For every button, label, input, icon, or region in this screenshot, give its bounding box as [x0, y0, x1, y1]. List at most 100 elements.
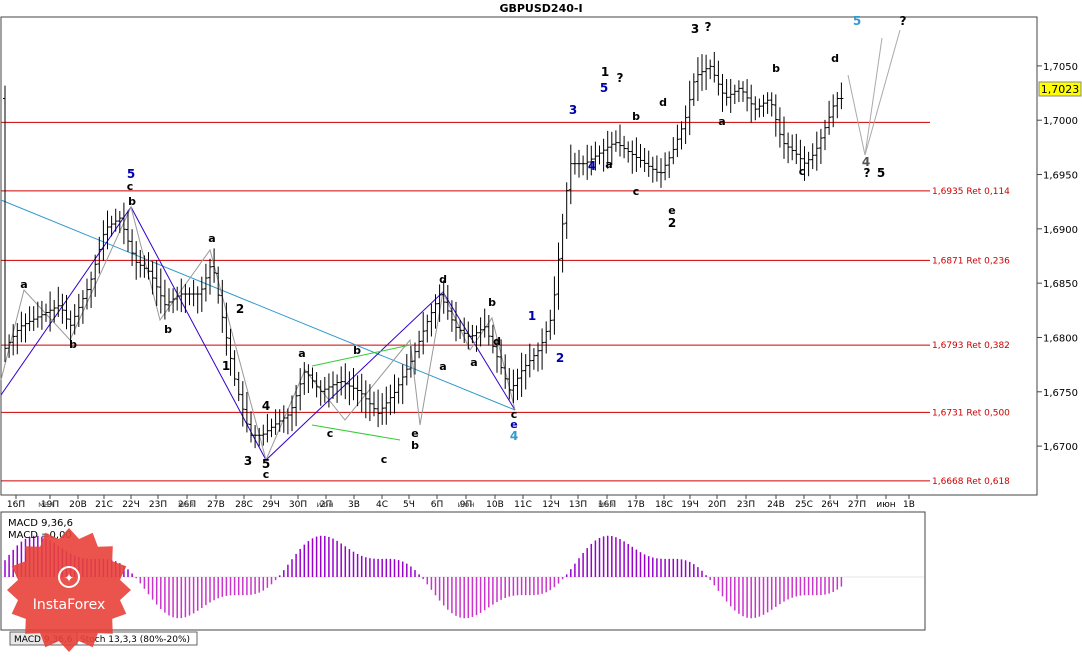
price-tick-label: 1,6900 [1043, 225, 1078, 236]
price-tick-label: 1,6800 [1043, 333, 1078, 344]
time-tick-label: 10В [486, 500, 504, 510]
wave-label: 4 [588, 159, 596, 173]
wave-label: 4 [862, 155, 870, 169]
fib-label: 1,6668 Ret 0,618 [932, 477, 1010, 487]
month-label: мая [598, 500, 614, 509]
wave-label: ? [900, 14, 907, 28]
svg-text:✦: ✦ [64, 571, 74, 585]
wave-label: 3 [691, 22, 699, 36]
time-tick-label: 27В [207, 500, 225, 510]
fib-label: 1,6935 Ret 0,114 [932, 187, 1010, 197]
projection-line-2 [864, 29, 901, 156]
wave-label: b [128, 195, 136, 208]
fib-label: 1,6731 Ret 0,500 [932, 408, 1010, 418]
price-tick-label: 1,6700 [1043, 442, 1078, 453]
time-tick-label: 26П [178, 500, 196, 510]
wave-label: b [632, 110, 640, 123]
time-tick-label: 12Ч [542, 500, 560, 510]
wave-label: 4 [262, 399, 270, 413]
price-tick-label: 1,6850 [1043, 279, 1078, 290]
wave-label: 4 [510, 429, 518, 443]
time-axis: 16П 19П 20В 21С 22Ч 23П 26П 27В 28С 29Ч 30П 2П 3В 4С 5… [1, 494, 1037, 510]
time-tick-label: 24В [767, 500, 785, 510]
wave-label: a [470, 356, 477, 369]
wave-label: b [411, 439, 419, 452]
time-tick-label: 2П [320, 500, 333, 510]
wave-label: d [831, 52, 839, 65]
wave-label: c [381, 453, 388, 466]
trend-line [0, 199, 516, 411]
wave-label: b [353, 344, 361, 357]
month-label: мая [38, 500, 54, 509]
channel-line-bottom [311, 424, 401, 441]
chart-title: GBPUSD240-I [499, 2, 582, 15]
wave-label: 5 [877, 166, 885, 180]
time-tick-label: 19Ч [681, 500, 699, 510]
wave-label: 5 [127, 167, 135, 181]
wave-label: e [510, 418, 517, 431]
wave-label: 5 [262, 457, 270, 471]
time-tick-label: 16П [7, 500, 25, 510]
wave-label: 3 [244, 454, 252, 468]
wave-label: c [327, 427, 334, 440]
wave-label: d [659, 96, 667, 109]
macd-panel-frame [0, 511, 926, 631]
wave-label: a [208, 232, 215, 245]
time-tick-label: 6П [431, 500, 444, 510]
time-tick-label: 19П [41, 500, 59, 510]
time-tick-label: 20В [69, 500, 87, 510]
wave-label: c [127, 180, 134, 193]
time-tick-label: 18С [655, 500, 673, 510]
wave-label: a [20, 278, 27, 291]
time-tick-label: 17В [627, 500, 645, 510]
wave-label: 1 [528, 309, 536, 323]
logo-text: InstaForex [33, 597, 106, 613]
wave-label: ? [617, 71, 624, 85]
wave-label: 2 [236, 302, 244, 316]
wave-label: e [411, 427, 418, 440]
time-tick-label: июн [876, 500, 895, 510]
wave-label: 3 [569, 103, 577, 117]
fib-label: 1,6793 Ret 0,382 [932, 341, 1010, 351]
time-tick-label: 29Ч [262, 500, 280, 510]
wave-label: a [718, 115, 725, 128]
time-tick-label: 26Ч [821, 500, 839, 510]
month-label: июн [457, 500, 474, 509]
instaforex-logo: ✦ InstaForex [7, 528, 131, 652]
time-tick-label: 20П [708, 500, 726, 510]
tab-stoch-label: Stoch 13,3,3 (80%-20%) [80, 635, 190, 645]
wave-label: b [69, 338, 77, 351]
time-tick-label: 27П [848, 500, 866, 510]
wave-label: b [488, 296, 496, 309]
wave-label: c [263, 468, 270, 481]
wave-label: 2 [556, 351, 564, 365]
wave-label: d [493, 335, 501, 348]
time-tick-label: 4С [376, 500, 388, 510]
price-tick-label: 1,6750 [1043, 388, 1078, 399]
price-tick-label: 1,6950 [1043, 171, 1078, 182]
wave-label: d [439, 273, 447, 286]
candles [3, 51, 844, 449]
wave-label: 1 [222, 359, 230, 373]
time-tick-label: 21С [95, 500, 113, 510]
price-tick-label: 1,7050 [1043, 62, 1078, 73]
price-tick-label: 1,7000 [1043, 116, 1078, 127]
wave-label: a [605, 158, 612, 171]
time-tick-label: 16П [598, 500, 616, 510]
fib-label: 1,6871 Ret 0,236 [932, 256, 1010, 266]
wave-label: b [164, 323, 172, 336]
wave-label: ? [705, 20, 712, 34]
fib-levels: 1,6935 Ret 0,114 1,6871 Ret 0,236 1,6793 R… [1, 121, 1010, 487]
wave-label: 1 [601, 65, 609, 79]
wave-label: 5 [853, 14, 861, 28]
macd-label: MACD 9,36,6 [8, 518, 73, 529]
wave-label: c [511, 408, 518, 421]
time-tick-label: 28С [235, 500, 253, 510]
time-tick-label: 3В [348, 500, 360, 510]
time-tick-label: 1В [903, 500, 915, 510]
wave-label: a [298, 347, 305, 360]
time-tick-label: 9П [460, 500, 473, 510]
wave-label: e [668, 204, 675, 217]
